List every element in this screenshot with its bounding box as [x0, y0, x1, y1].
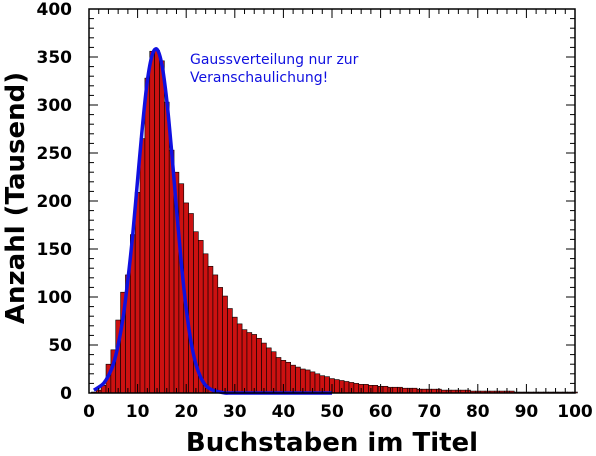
- histogram-bar: [246, 332, 253, 394]
- y-axis-title: Anzahl (Tausend): [1, 72, 31, 324]
- histogram-bar: [261, 342, 267, 394]
- histogram-bar: [207, 265, 214, 394]
- histogram-bar: [343, 381, 350, 394]
- x-tick-label: 100: [557, 402, 593, 422]
- x-axis-title: Buchstaben im Titel: [186, 428, 478, 456]
- histogram-bar: [144, 77, 151, 394]
- x-tick-label: 60: [369, 402, 393, 422]
- y-tick-label: 0: [60, 384, 72, 404]
- annotation-text: Gaussverteilung nur zur Veranschaulichung…: [190, 52, 359, 86]
- histogram-bar: [275, 357, 282, 394]
- x-tick-label: 50: [320, 402, 344, 422]
- histogram-bar: [188, 213, 194, 394]
- x-tick-label: 20: [174, 402, 198, 422]
- histogram-bar: [304, 369, 311, 394]
- histogram-bar: [285, 361, 291, 394]
- histogram-bar: [217, 287, 223, 394]
- x-tick-label: 0: [83, 402, 95, 422]
- histogram-bars: [91, 49, 578, 394]
- histogram-bar: [154, 49, 160, 394]
- histogram-bar: [372, 385, 378, 394]
- histogram-bar: [256, 337, 262, 394]
- histogram-bar: [227, 308, 233, 394]
- y-tick-label: 100: [37, 288, 73, 308]
- histogram-bar: [270, 351, 277, 394]
- histogram-bar: [353, 383, 360, 394]
- y-tick-label: 50: [48, 336, 72, 356]
- y-tick-labels: 0 50 100 150 200 250 300 350 400: [37, 0, 73, 404]
- x-tick-label: 10: [126, 402, 150, 422]
- x-tick-label: 70: [417, 402, 441, 422]
- y-tick-label: 150: [37, 240, 73, 260]
- histogram-bar: [363, 384, 369, 394]
- histogram-bar: [392, 386, 398, 394]
- annotation-line: Gaussverteilung nur zur: [190, 52, 359, 68]
- x-tick-label: 40: [272, 402, 296, 422]
- histogram-bar: [164, 101, 170, 394]
- histogram-bar: [202, 253, 209, 394]
- y-tick-label: 400: [37, 0, 73, 20]
- histogram-bar: [295, 366, 301, 394]
- x-tick-labels: 0 10 20 30 40 50 60 70 80 90 100: [83, 402, 593, 422]
- y-tick-label: 200: [37, 192, 73, 212]
- histogram-bar: [236, 323, 243, 394]
- y-tick-label: 350: [37, 48, 73, 68]
- annotation-line: Veranschaulichung!: [190, 70, 328, 86]
- y-tick-label: 300: [37, 96, 73, 116]
- histogram-bar: [334, 379, 340, 394]
- x-tick-label: 30: [223, 402, 247, 422]
- histogram-bar: [232, 316, 238, 394]
- histogram-bar: [266, 347, 272, 394]
- histogram-bar: [314, 373, 321, 394]
- histogram-bar: [241, 329, 248, 394]
- histogram-bar: [222, 295, 228, 394]
- x-tick-label: 90: [515, 402, 539, 422]
- histogram-bar: [134, 192, 141, 394]
- x-tick-label: 80: [466, 402, 490, 422]
- histogram-bar: [212, 274, 219, 394]
- y-tick-label: 250: [37, 144, 73, 164]
- histogram-bar: [382, 385, 389, 394]
- histogram-bar: [251, 334, 257, 394]
- histogram-bar: [149, 50, 155, 394]
- histogram-bar: [159, 60, 165, 394]
- axis-ticks: [88, 8, 576, 394]
- histogram-bar: [324, 376, 330, 394]
- histogram-bar: [139, 138, 146, 394]
